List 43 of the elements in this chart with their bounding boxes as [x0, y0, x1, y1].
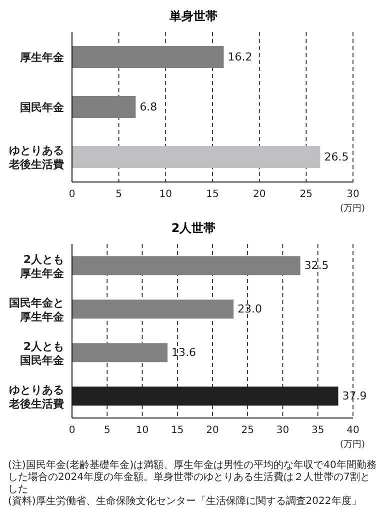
bar: [72, 96, 136, 118]
y-tick-label: ゆとりある老後生活費: [8, 382, 64, 410]
x-tick-label: 35: [312, 425, 324, 436]
x-tick-label: 25: [241, 425, 254, 436]
y-tick-label: ゆとりある老後生活費: [8, 144, 64, 170]
text: (注)国民年金(老齢基礎年金)は満額、厚生年金は男性の平均的な年収で40年間勤務した場合の2024年度の年金額。単身世帯のゆとりある生活費は２人世帯の7割とした: [8, 460, 378, 496]
x-tick-label: 10: [136, 425, 149, 436]
data-label: 37.9: [342, 390, 367, 403]
chart-title: 単身世帯: [168, 8, 218, 24]
data-label: 23.0: [238, 302, 262, 316]
data-label: 26.5: [324, 150, 349, 164]
x-tick-label: 5: [104, 425, 110, 436]
bar: [72, 386, 338, 406]
y-tick-label: 2人とも国民年金: [20, 339, 65, 366]
data-label: 16.2: [228, 50, 252, 64]
x-tick-label: 20: [252, 189, 266, 200]
bar: [72, 146, 320, 168]
y-tick-label: 国民年金と厚生年金: [9, 296, 65, 323]
bar: [72, 256, 300, 276]
chart-title: 2人世帯: [170, 220, 217, 236]
x-tick-label: 10: [159, 189, 172, 200]
x-axis-title: (万円): [340, 440, 365, 450]
x-tick-label: 0: [68, 425, 76, 436]
x-tick-label: 5: [116, 189, 122, 200]
bar: [72, 300, 234, 319]
x-tick-label: 15: [206, 189, 219, 200]
text: (資料)厚生労働省、生命保険文化センター「生活保障に関する調査2022年度」: [8, 496, 362, 508]
x-tick-label: 0: [68, 189, 76, 200]
data-label: 6.8: [140, 100, 158, 114]
x-tick-label: 15: [171, 425, 184, 436]
x-tick-label: 30: [346, 189, 360, 200]
data-label: 13.6: [172, 346, 196, 360]
y-tick-label: 国民年金: [20, 100, 65, 114]
y-tick-label: 2人とも厚生年金: [19, 252, 65, 280]
x-tick-label: 40: [346, 425, 360, 436]
data-label: 32.5: [304, 259, 329, 272]
bar: [72, 46, 224, 68]
x-tick-label: 20: [206, 425, 219, 436]
x-tick-label: 25: [300, 189, 313, 200]
y-tick-label: 厚生年金: [19, 50, 65, 64]
bar: [72, 343, 168, 362]
x-axis-title: (万円): [340, 204, 365, 214]
x-tick-label: 30: [276, 425, 290, 436]
